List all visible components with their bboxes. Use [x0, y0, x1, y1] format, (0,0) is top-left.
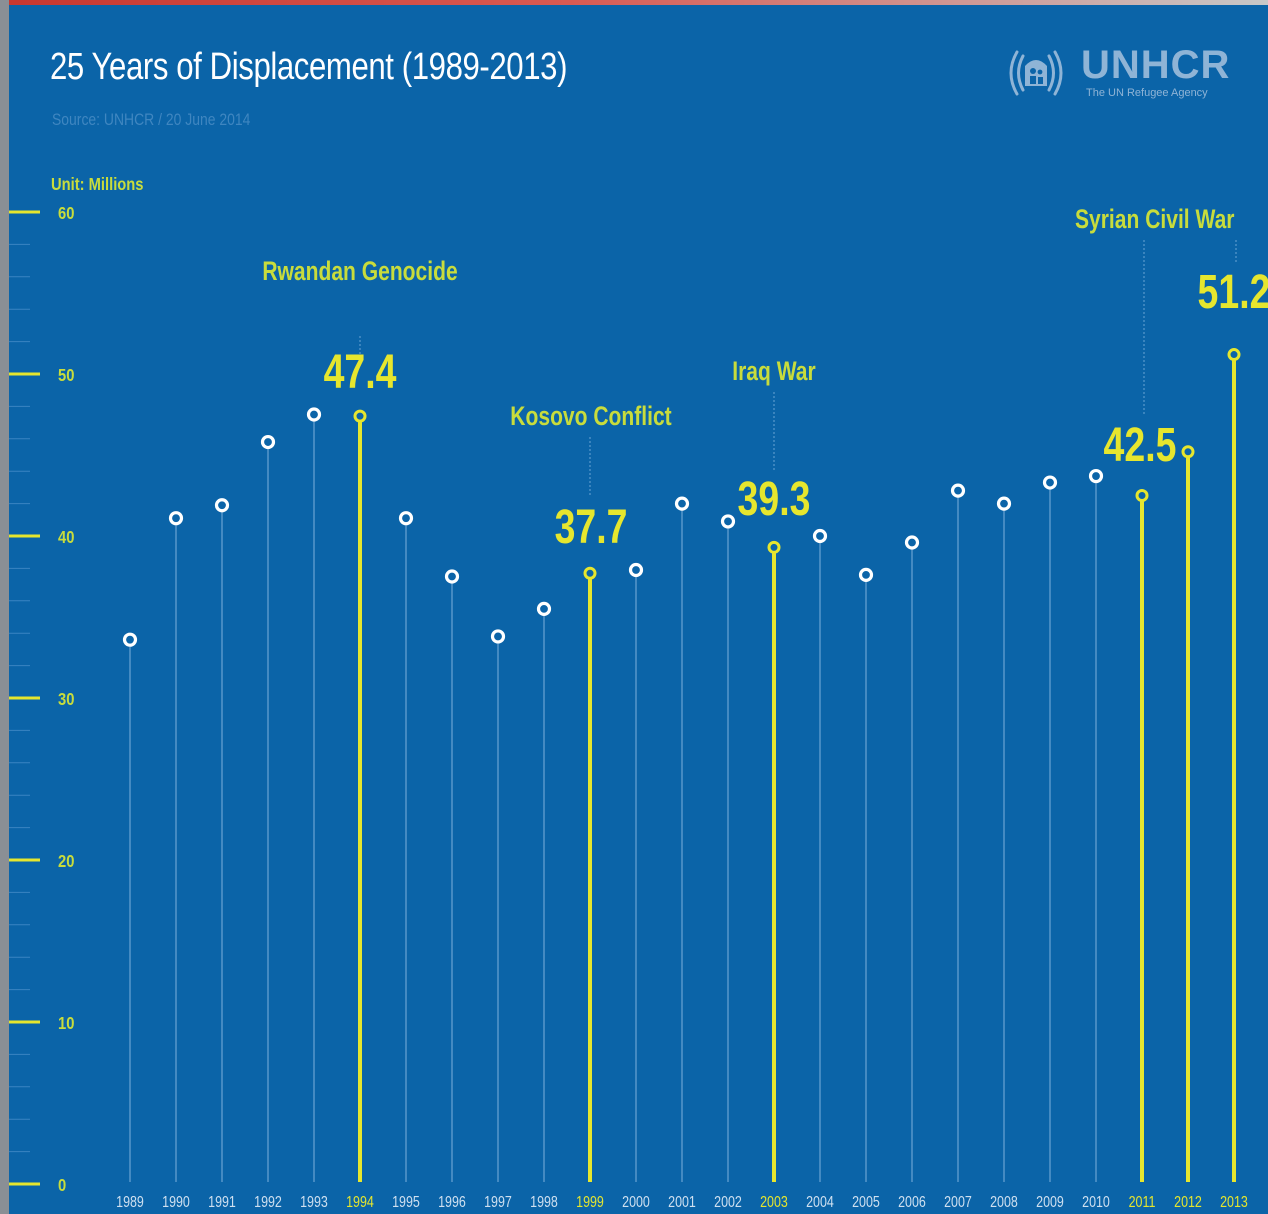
data-marker: [168, 511, 184, 526]
chart-source: Source: UNHCR / 20 June 2014: [52, 110, 251, 129]
data-marker: [398, 511, 414, 526]
data-marker: [720, 514, 736, 529]
event-label: Iraq War: [732, 357, 816, 387]
y-tick-label: 0: [58, 1176, 66, 1196]
x-tick-label: 2005: [852, 1194, 880, 1212]
highlighted-marker: [1227, 348, 1241, 362]
data-marker: [490, 629, 506, 644]
x-tick-label: 1999: [576, 1194, 604, 1212]
x-tick-label: 2009: [1036, 1194, 1064, 1212]
x-tick-label: 2008: [990, 1194, 1018, 1212]
x-tick-label: 1993: [300, 1194, 328, 1212]
y-tick-label: 60: [58, 204, 74, 224]
data-marker: [444, 569, 460, 584]
highlighted-marker: [1135, 489, 1149, 502]
highlighted-marker: [767, 540, 781, 554]
data-marker: [904, 535, 920, 550]
x-tick-label: 2006: [898, 1194, 926, 1212]
data-marker: [306, 407, 322, 422]
x-tick-label: 2002: [714, 1194, 742, 1212]
x-tick-label: 1990: [162, 1194, 190, 1212]
x-tick-label: 1994: [346, 1194, 374, 1212]
value-label: 42.5: [1104, 419, 1177, 473]
value-label: 47.4: [324, 346, 397, 400]
value-labels: 47.4 37.7 39.3 42.5 51.2: [324, 266, 1268, 555]
y-tick-label: 20: [58, 852, 74, 872]
x-tick-label: 1997: [484, 1194, 512, 1212]
event-label: Syrian Civil War: [1075, 205, 1235, 235]
event-label: Kosovo Conflict: [510, 402, 671, 432]
data-marker: [536, 601, 552, 617]
data-markers: [122, 348, 1241, 647]
x-tick-label: 2012: [1174, 1194, 1202, 1212]
y-tick-label: 50: [58, 366, 74, 386]
unhcr-emblem-icon: [1009, 50, 1063, 96]
x-tick-label: 1991: [208, 1194, 236, 1212]
x-tick-label: 2003: [760, 1194, 788, 1212]
data-marker: [812, 528, 828, 544]
data-stems: [129, 360, 1236, 1182]
x-tick-label: 1996: [438, 1194, 466, 1212]
data-marker: [628, 562, 644, 578]
event-label: Rwandan Genocide: [262, 257, 457, 287]
logo-name: UNHCR: [1081, 43, 1231, 87]
data-marker: [996, 496, 1012, 511]
top-accent-strip: [0, 0, 1268, 5]
x-tick-label: 2010: [1082, 1194, 1110, 1212]
value-label: 37.7: [555, 501, 628, 555]
unhcr-logo: UNHCR The UN Refugee Agency: [1003, 43, 1253, 103]
x-tick-label: 2001: [668, 1194, 696, 1212]
x-tick-label: 1992: [254, 1194, 282, 1212]
y-tick-label: 10: [58, 1014, 74, 1034]
x-tick-label: 1995: [392, 1194, 420, 1212]
data-marker: [214, 498, 230, 513]
data-marker: [260, 434, 276, 450]
data-marker: [1042, 475, 1058, 490]
x-tick-label: 1989: [116, 1194, 144, 1212]
highlighted-marker: [1181, 445, 1195, 459]
event-labels: Rwandan Genocide Kosovo Conflict Iraq War S…: [262, 205, 1235, 432]
y-axis-unit-label: Unit: Millions: [51, 175, 144, 195]
x-tick-label: 2004: [806, 1194, 834, 1212]
data-marker: [858, 567, 874, 582]
y-tick-label: 40: [58, 528, 74, 548]
y-tick-labels: 0 10 20 30 40 50 60: [9, 204, 74, 1196]
y-tick-label: 30: [58, 690, 74, 710]
data-marker: [674, 496, 690, 511]
left-accent-strip: [0, 0, 9, 1214]
data-marker: [950, 483, 966, 498]
value-label: 39.3: [738, 473, 811, 527]
x-tick-label: 2000: [622, 1194, 650, 1212]
chart-title: 25 Years of Displacement (1989-2013): [50, 46, 568, 88]
data-marker: [1088, 468, 1104, 484]
logo-tagline: The UN Refugee Agency: [1086, 87, 1208, 99]
x-tick-label: 2013: [1220, 1194, 1248, 1212]
annotation-connectors: [359, 240, 1237, 496]
value-label: 51.2: [1198, 266, 1268, 320]
x-tick-label: 2007: [944, 1194, 972, 1212]
highlighted-marker: [583, 566, 597, 580]
x-tick-labels: 1989 1990 1991 1992 1993 1994 1995 1996 1997 1998…: [116, 1194, 1248, 1212]
x-tick-label: 2011: [1129, 1194, 1156, 1212]
data-marker: [122, 632, 138, 647]
highlighted-marker: [353, 409, 367, 423]
x-tick-label: 1998: [530, 1194, 558, 1212]
